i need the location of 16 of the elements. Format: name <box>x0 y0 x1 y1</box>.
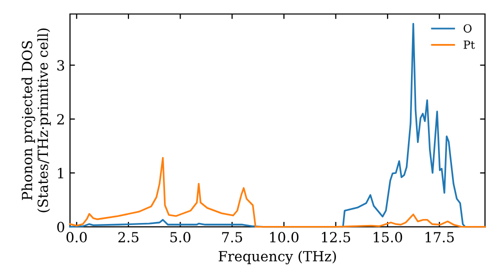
y-tick-label: 0 <box>57 222 64 232</box>
y-axis-title: Phonon projected DOS (States/THz·primitive cell) <box>22 28 51 212</box>
x-tick-label: 5.0 <box>170 232 190 242</box>
y-tick-label: 1 <box>58 168 64 178</box>
x-tick-label: 0.0 <box>66 232 87 242</box>
x-tick-label: 10.0 <box>270 232 298 242</box>
y-tick-label: 2 <box>57 114 64 124</box>
x-tick-label: 12.5 <box>322 232 350 242</box>
legend-label: O <box>464 24 472 33</box>
y-tick-label: 3 <box>57 60 64 71</box>
x-axis-title: Frequency (THz) <box>218 250 336 264</box>
x-tick-label: 7.5 <box>222 232 242 242</box>
x-tick-label: 15.0 <box>374 232 402 242</box>
x-tick-label: 2.5 <box>118 232 138 242</box>
x-tick-label: 17.5 <box>426 232 454 242</box>
legend-label: Pt <box>464 40 475 49</box>
